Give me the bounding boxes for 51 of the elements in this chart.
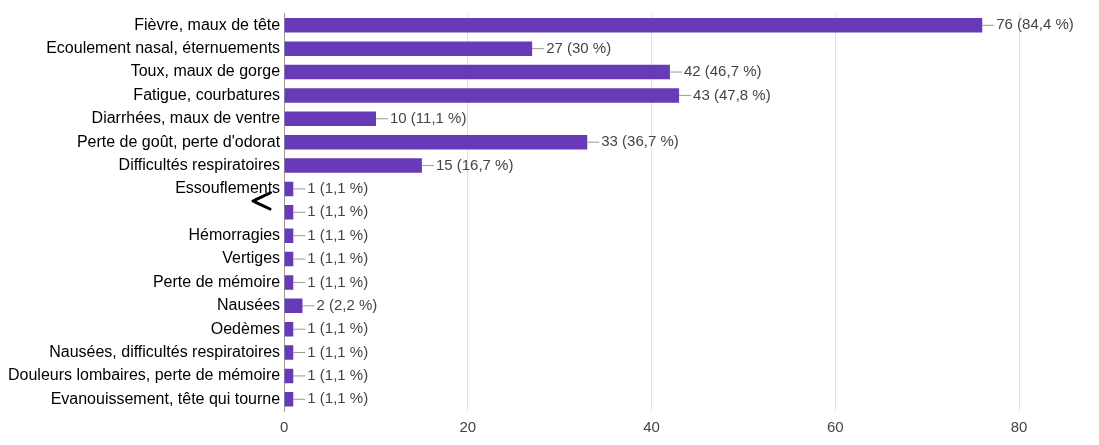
bar [284, 88, 680, 103]
y-tick-label: Douleurs lombaires, perte de mémoire [7, 366, 281, 384]
bar [284, 134, 588, 150]
y-tick-label: Toux, maux de gorge [130, 62, 281, 80]
y-tick-label: Perte de goût, perte d'odorat [76, 132, 281, 150]
bar [284, 64, 670, 80]
data-label: 2 (2,2 %) [316, 295, 378, 313]
y-tick-label: Fièvre, maux de tête [134, 15, 281, 33]
y-tick-label: Hémorragies [188, 226, 281, 244]
data-label: 1 (1,1 %) [307, 249, 369, 267]
y-tick-label: Ecoulement nasal, éternuements [46, 39, 281, 57]
y-tick-label: Nausées, difficultés respiratoires [49, 342, 281, 360]
data-label: 1 (1,1 %) [307, 319, 369, 337]
bar [284, 228, 294, 243]
data-label: 1 (1,1 %) [307, 179, 369, 197]
data-label: 15 (16,7 %) [435, 155, 514, 173]
y-tick-label: Perte de mémoire [152, 272, 281, 290]
x-tick-label: 40 [643, 418, 660, 436]
x-tick-label: 20 [459, 418, 477, 436]
bar [284, 111, 376, 127]
y-tick-label: Essouflements [175, 179, 281, 197]
data-label: 1 (1,1 %) [307, 366, 369, 384]
x-tick-label: 80 [1010, 418, 1028, 436]
bar [284, 392, 294, 407]
data-label: 42 (46,7 %) [683, 62, 762, 80]
bar [284, 205, 294, 220]
bar [284, 345, 294, 360]
y-tick-label: Oedèmes [210, 319, 281, 337]
y-tick-label: Diarrhées, maux de ventre [91, 109, 281, 127]
y-tick-label: Nausées [216, 296, 281, 314]
data-label: 10 (11,1 %) [389, 108, 467, 126]
x-tick-label: 60 [826, 418, 844, 436]
data-label: 1 (1,1 %) [307, 272, 369, 290]
bar [284, 275, 294, 290]
data-label: 1 (1,1 %) [307, 202, 369, 220]
y-tick-label: Vertiges [222, 249, 281, 267]
bar [284, 158, 422, 173]
data-label: 1 (1,1 %) [307, 389, 369, 407]
data-label: 27 (30 %) [546, 38, 612, 56]
bar [284, 298, 303, 314]
data-label: 76 (84,4 %) [996, 15, 1074, 33]
y-tick-label: Evanouissement, tête qui tourne [50, 389, 281, 407]
y-tick-label: Difficultés respiratoires [118, 155, 281, 173]
bar [284, 41, 533, 56]
data-label: 43 (47,8 %) [693, 85, 771, 103]
bar [284, 18, 983, 33]
x-tick-label: 0 [279, 418, 289, 436]
data-label: 33 (36,7 %) [601, 132, 679, 150]
data-label: 1 (1,1 %) [307, 225, 369, 243]
data-label: 1 (1,1 %) [307, 342, 369, 360]
y-tick-label: Fatigue, courbatures [133, 85, 281, 103]
